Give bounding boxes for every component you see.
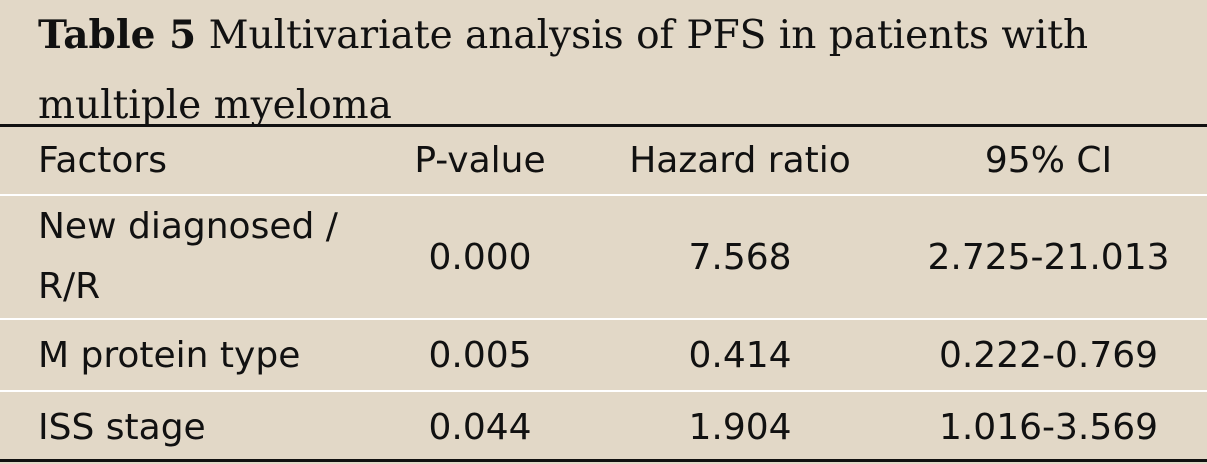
- cell-ci: 1.016-3.569: [938, 406, 1159, 448]
- cell-factor-text: New diagnosed / R/R: [38, 206, 338, 307]
- cell-p-value: 0.005: [428, 334, 532, 376]
- results-table: Factors P-value Hazard ratio 95% CI New …: [0, 127, 1207, 462]
- row-separator: [0, 390, 1207, 392]
- table-row: ISS stage 0.044 1.904 1.016-3.569: [0, 392, 1207, 462]
- cell-hazard-ratio: 1.904: [688, 406, 792, 448]
- table-header-row: Factors P-value Hazard ratio 95% CI: [0, 127, 1207, 194]
- cell-factor: M protein type: [38, 334, 301, 376]
- cell-factor: ISS stage: [38, 406, 206, 448]
- table-row: M protein type 0.005 0.414 0.222-0.769: [0, 320, 1207, 390]
- column-header-hazard-ratio: Hazard ratio: [629, 140, 851, 181]
- column-header-ci: 95% CI: [984, 140, 1113, 181]
- row-separator: [0, 194, 1207, 196]
- table-caption-label: Table 5: [38, 12, 197, 58]
- cell-hazard-ratio: 0.414: [688, 334, 792, 376]
- top-rule: [0, 124, 1207, 127]
- column-header-p-value: P-value: [414, 140, 546, 181]
- cell-factor: New diagnosed / R/R: [0, 196, 370, 318]
- cell-ci: 0.222-0.769: [938, 334, 1159, 376]
- bottom-rule: [0, 459, 1207, 462]
- table-row: New diagnosed / R/R 0.000 7.568 2.725-21…: [0, 196, 1207, 318]
- table-caption-text: Multivariate analysis of PFS in patients…: [38, 13, 1089, 128]
- table-caption: Table 5 Multivariate analysis of PFS in …: [0, 0, 1207, 128]
- cell-p-value: 0.044: [428, 406, 532, 448]
- row-separator: [0, 318, 1207, 320]
- column-header-factors: Factors: [38, 140, 167, 181]
- cell-p-value: 0.000: [428, 236, 532, 278]
- cell-ci: 2.725-21.013: [927, 236, 1170, 278]
- cell-hazard-ratio: 7.568: [688, 236, 792, 278]
